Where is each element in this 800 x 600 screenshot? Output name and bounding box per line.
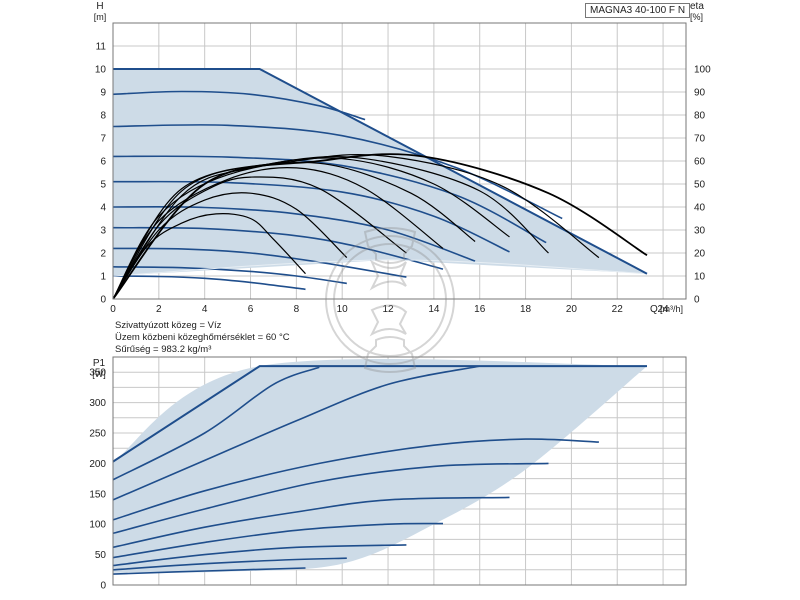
x-axis-label: Q: [650, 304, 658, 315]
x-tick-label: 8: [294, 304, 300, 315]
eta-curve-8: [112, 153, 600, 300]
x-tick-label: 0: [110, 304, 116, 315]
power-curve-8: [112, 544, 407, 567]
head-curve-2: [112, 266, 347, 285]
plot-frame: [112, 22, 687, 300]
y-axis-label: P1: [93, 358, 106, 369]
y-tick-label: 2: [100, 249, 106, 260]
head-curve-1: [112, 275, 306, 291]
y2-tick-label: 50: [694, 180, 706, 191]
y-tick-label: 6: [100, 157, 106, 168]
eta-curve-9: [112, 153, 648, 300]
y-tick-label: 1: [100, 272, 106, 283]
model-label: MAGNA3 40-100 F N: [585, 3, 691, 18]
y-tick-label: 0: [100, 295, 106, 306]
temperature-label: Üzem közbeni közeghőmérséklet = 60 °C: [115, 332, 290, 343]
power-curve-5: [112, 462, 549, 535]
y-axis-unit: [W]: [92, 369, 106, 379]
y-tick-label: 4: [100, 203, 106, 214]
y2-tick-label: 90: [694, 88, 706, 99]
x-tick-label: 6: [248, 304, 254, 315]
head-curve-9: [112, 90, 366, 121]
x-tick-label: 22: [612, 304, 624, 315]
head-curve-3: [112, 247, 407, 278]
eta-curve-2: [112, 192, 348, 300]
y2-tick-label: 10: [694, 272, 706, 283]
y-tick-label: 100: [89, 520, 106, 531]
y-axis-unit: [m]: [94, 12, 107, 22]
power-curve-6: [112, 496, 510, 549]
power-curve-10: [112, 567, 306, 575]
y-tick-label: 3: [100, 226, 106, 237]
y2-tick-label: 100: [694, 65, 711, 76]
power-curve-7: [112, 522, 444, 559]
head-efficiency-chart: 0 2 4 6 8 10 12 14 16 18 20 22 240123456789101101020…: [94, 1, 711, 315]
x-tick-label: 16: [474, 304, 486, 315]
x-tick-label: 10: [337, 304, 349, 315]
x-tick-label: 20: [566, 304, 578, 315]
y2-tick-label: 30: [694, 226, 706, 237]
y2-tick-label: 40: [694, 203, 706, 214]
eta-curve-1: [112, 213, 306, 300]
power-curve-3: [112, 365, 480, 501]
watermark-logo: [325, 227, 455, 373]
x-tick-label: 4: [202, 304, 208, 315]
y-tick-label: 9: [100, 88, 106, 99]
x-tick-label: 24: [658, 304, 670, 315]
x-tick-label: 14: [428, 304, 440, 315]
y2-tick-label: 80: [694, 111, 706, 122]
y2-axis-label: eta: [690, 1, 704, 12]
medium-label: Szivattyúzott közeg = Víz: [115, 320, 222, 331]
head-curve-8: [112, 124, 563, 220]
power-curve-1: [112, 365, 647, 463]
x-tick-label: 2: [156, 304, 162, 315]
y-tick-label: 200: [89, 459, 106, 470]
y-tick-label: 5: [100, 180, 106, 191]
y-tick-label: 250: [89, 429, 106, 440]
power-curve-4: [112, 438, 599, 521]
x-axis-unit: [m³/h]: [660, 304, 683, 314]
y-tick-label: 7: [100, 134, 106, 145]
max-curve: [113, 68, 648, 275]
y-tick-label: 50: [95, 550, 107, 561]
y-tick-label: 150: [89, 489, 106, 500]
y-tick-label: 300: [89, 398, 106, 409]
min-curve: [112, 259, 648, 277]
y2-tick-label: 20: [694, 249, 706, 260]
x-tick-label: 18: [520, 304, 532, 315]
y-tick-label: 8: [100, 111, 106, 122]
y-tick-label: 0: [100, 581, 106, 592]
x-tick-label: 12: [382, 304, 394, 315]
y-tick-label: 350: [89, 368, 106, 379]
eta-curve-7: [112, 156, 549, 300]
y2-axis-unit: [%]: [690, 12, 703, 22]
density-label: Sűrűség = 983.2 kg/m³: [115, 344, 212, 355]
power-curve-2: [112, 366, 320, 481]
y2-tick-label: 0: [694, 295, 700, 306]
y-axis-label: H: [96, 1, 103, 12]
plot-frame: [112, 356, 687, 586]
head-curve-7: [112, 155, 547, 244]
y2-tick-label: 70: [694, 134, 706, 145]
y-tick-label: 11: [96, 42, 107, 53]
power-curve-9: [112, 557, 347, 571]
y2-tick-label: 60: [694, 157, 706, 168]
y-tick-label: 10: [95, 65, 107, 76]
